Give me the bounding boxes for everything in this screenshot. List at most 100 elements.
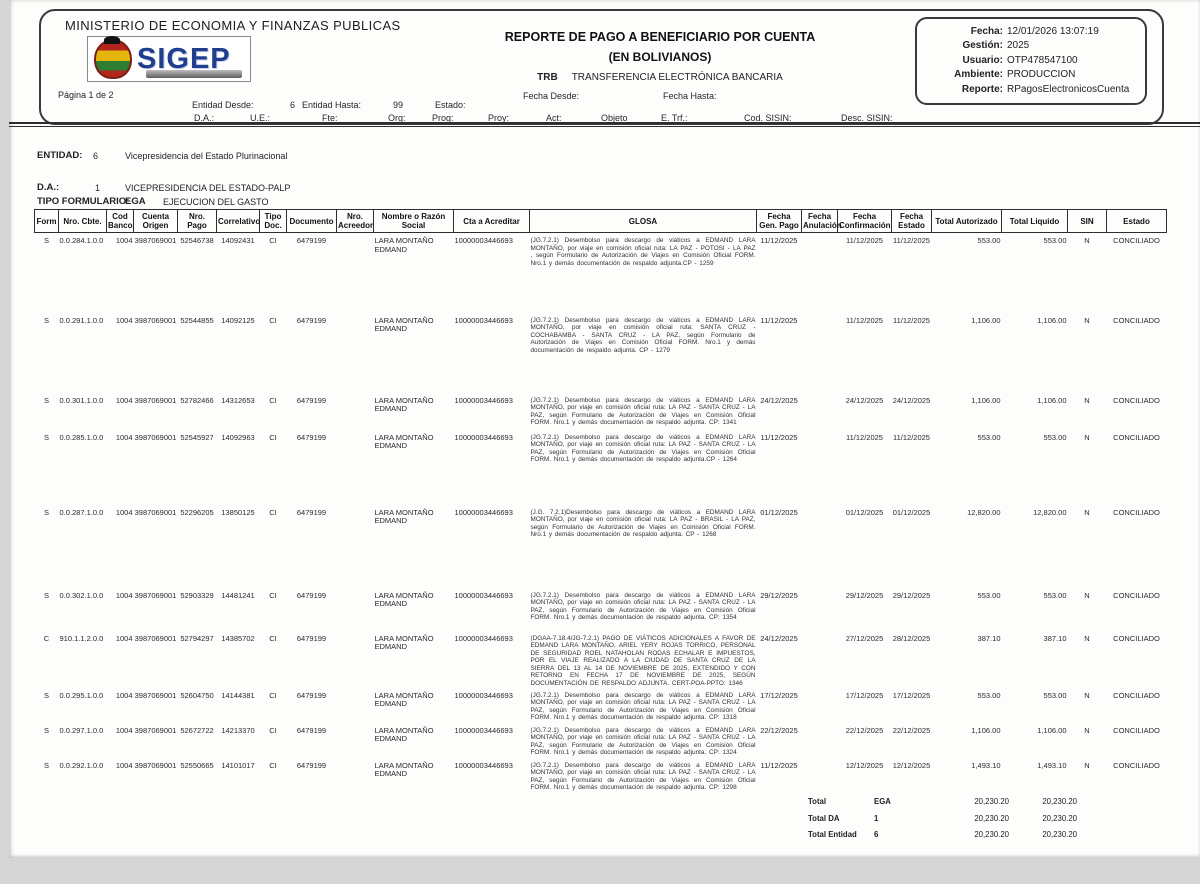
payments-table: Form Nro. Cbte. Cod Banco Cuenta Origen Nro.… — [34, 209, 1167, 792]
cell-glosa: (JG.7.2.1) Desembolso para descargo de v… — [530, 233, 757, 313]
cell-estado: CONCILIADO — [1113, 315, 1160, 325]
cell-fecha_conf: 27/12/2025 — [845, 633, 884, 643]
cell-correlativo: 14092125 — [221, 315, 255, 325]
table-row: S 0.0.301.1.0.0 1004 3987069001 52782466 1431… — [35, 393, 1167, 430]
cell-fecha_gen: 01/12/2025 — [760, 507, 798, 517]
cell-documento: 6479199 — [296, 760, 327, 770]
cell-sin: N — [1084, 760, 1090, 770]
cell-nro_cbte: 0.0.301.1.0.0 — [59, 395, 104, 405]
total-amount: 20,230.20 — [1042, 830, 1077, 839]
info-row-ambiente: Ambiente: PRODUCCION — [925, 68, 1137, 83]
column-header: Fecha Gen. Pago — [756, 209, 802, 233]
filter-label: Cod. SISIN: — [744, 113, 792, 123]
cell-tipo_doc: CI — [269, 395, 277, 405]
cell-tipo_doc: CI — [269, 507, 277, 517]
table-row: S 0.0.302.1.0.0 1004 3987069001 52903329 1448… — [35, 588, 1167, 631]
cell-fecha_estado: 11/12/2025 — [893, 315, 930, 325]
ambiente-label: Ambiente: — [954, 69, 1003, 81]
cell-form: S — [43, 395, 49, 405]
cell-nro_cbte: 910.1.1.2.0.0 — [59, 633, 104, 643]
cell-total_liquido: 553.00 — [1043, 236, 1067, 245]
cell-cuenta_origen: 3987069001 — [134, 760, 177, 770]
cell-cuenta_origen: 3987069001 — [134, 315, 177, 325]
column-header: Nro. Cbte. — [58, 209, 107, 233]
cell-cta: 10000003446693 — [454, 590, 513, 600]
cell-cuenta_origen: 3987069001 — [134, 725, 177, 735]
cell-nro_pago: 52550665 — [180, 760, 214, 770]
cell-nro_pago: 52903329 — [180, 590, 214, 600]
cell-fecha_conf: 24/12/2025 — [845, 395, 884, 405]
cell-cta: 10000003446693 — [454, 633, 513, 643]
cell-fecha_anulacion — [802, 723, 838, 758]
cell-nro_acreedor — [337, 430, 374, 505]
report-subtitle: (EN BOLIVIANOS) — [608, 50, 712, 64]
cell-form: S — [43, 725, 49, 735]
info-row-usuario: Usuario: OTP478547100 — [925, 54, 1137, 69]
cell-nro_pago: 52296205 — [180, 507, 214, 517]
page-number: Página 1 de 2 — [58, 90, 114, 100]
totals-row: Total EGA 20,230.20 20,230.20 — [808, 794, 1088, 811]
glosa-text: (JG.7.2.1) Desembolso para descargo de v… — [530, 691, 756, 722]
cell-nombre: LARA MONTAÑO EDMAND — [374, 236, 434, 254]
totals-row: Total DA 1 20,230.20 20,230.20 — [808, 811, 1088, 828]
cell-sin: N — [1084, 432, 1090, 442]
cell-fecha_anulacion — [802, 505, 838, 588]
cell-tipo_doc: CI — [269, 760, 277, 770]
page: MINISTERIO DE ECONOMIA Y FINANZAS PUBLIC… — [9, 0, 1200, 858]
cell-nro_pago: 52604750 — [180, 690, 214, 700]
cell-total_autorizado: 1,106.00 — [971, 725, 1001, 735]
entidad-code: 6 — [93, 151, 99, 161]
cell-form: S — [43, 315, 49, 325]
fecha-label: Fecha: — [970, 25, 1003, 37]
cell-sin: N — [1084, 507, 1090, 517]
cell-total_autorizado: 12,820.00 — [967, 507, 1001, 517]
report-title: REPORTE DE PAGO A BENEFICIARIO POR CUENT… — [504, 30, 816, 44]
cell-cuenta_origen: 3987069001 — [134, 690, 177, 700]
cell-total_autorizado: 553.00 — [977, 690, 1001, 700]
column-header: GLOSA — [529, 209, 757, 233]
cell-correlativo: 14144381 — [221, 690, 255, 700]
cell-documento: 6479199 — [296, 236, 327, 245]
cell-correlativo: 14481241 — [221, 590, 255, 600]
filter-label: Prog: — [432, 113, 454, 123]
cell-correlativo: 13850125 — [221, 507, 255, 517]
cell-cod_banco: 1004 — [115, 760, 133, 770]
cell-nro_cbte: 0.0.291.1.0.0 — [59, 315, 104, 325]
cell-estado: CONCILIADO — [1113, 690, 1160, 700]
table-row: S 0.0.295.1.0.0 1004 3987069001 52604750 1414… — [35, 688, 1167, 723]
cell-cta: 10000003446693 — [454, 760, 513, 770]
glosa-text: (JG.7.2.1) Desembolso para descargo de v… — [530, 591, 756, 622]
filter-label: Act: — [546, 113, 562, 123]
column-header: Correlativo — [216, 209, 260, 233]
totals-row: Total Entidad 6 20,230.20 20,230.20 — [808, 827, 1088, 844]
cell-glosa: (JG.7.2.1) Desembolso para descargo de v… — [530, 688, 757, 723]
cell-form: C — [43, 633, 50, 643]
cell-glosa: (JG.7.2.1) Desembolso para descargo de v… — [530, 430, 757, 505]
cell-form: S — [43, 507, 49, 517]
glosa-text: (JG.7.2.1) Desembolso para descargo de v… — [530, 761, 756, 792]
cell-fecha_conf: 11/12/2025 — [846, 432, 883, 442]
cell-documento: 6479199 — [296, 725, 327, 735]
cell-documento: 6479199 — [296, 507, 327, 517]
table-row: S 0.0.287.1.0.0 1004 3987069001 52296205 1385… — [35, 505, 1167, 588]
cell-glosa: (J.G. 7.2.1)Desembolso para descargo de … — [530, 505, 757, 588]
cell-fecha_anulacion — [802, 313, 838, 393]
da-label: D.A.: — [37, 182, 60, 193]
cell-nro_acreedor — [337, 688, 374, 723]
column-header: Cuenta Origen — [133, 209, 178, 233]
cell-documento: 6479199 — [296, 315, 327, 325]
cell-glosa: (JG.7.2.1) Desembolso para descargo de v… — [530, 393, 757, 430]
column-header: Total Autorizado — [931, 209, 1002, 233]
cell-total_liquido: 387.10 — [1043, 633, 1067, 643]
cell-fecha_anulacion — [802, 430, 838, 505]
cell-correlativo: 14101017 — [221, 760, 255, 770]
cell-documento: 6479199 — [296, 432, 327, 442]
cell-cod_banco: 1004 — [115, 236, 133, 245]
cell-fecha_anulacion — [802, 631, 838, 688]
filter-label: Objeto — [601, 113, 628, 123]
cell-total_autorizado: 1,106.00 — [971, 395, 1001, 405]
cell-tipo_doc: CI — [269, 315, 277, 325]
total-label: Total — [808, 797, 827, 806]
cell-cod_banco: 1004 — [115, 315, 133, 325]
cell-fecha_estado: 01/12/2025 — [892, 507, 931, 517]
